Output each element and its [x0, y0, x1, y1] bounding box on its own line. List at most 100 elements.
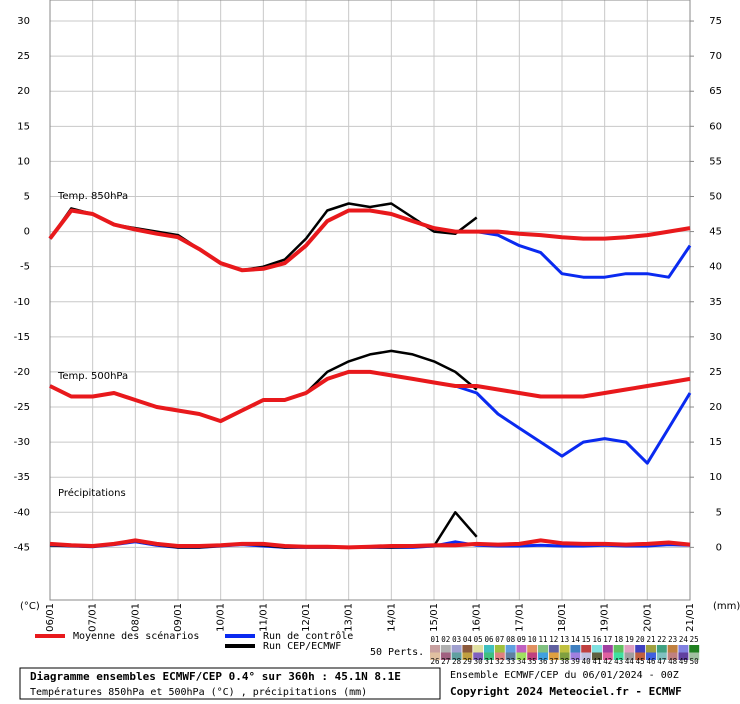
y2-tick-label: 35	[709, 297, 722, 308]
y2-tick-label: 75	[709, 16, 722, 27]
y-tick-label: -35	[14, 472, 30, 483]
perturbation-label: 39	[571, 657, 580, 666]
perturbation-label: 34	[517, 657, 527, 666]
perturbation-swatch	[592, 645, 602, 653]
perturbation-label: 45	[636, 657, 645, 666]
perturbation-swatch	[484, 645, 494, 653]
y-tick-label: -25	[14, 402, 30, 413]
y2-tick-label: 15	[709, 437, 722, 448]
perturbation-label: 15	[582, 635, 591, 644]
perturbation-swatch	[484, 652, 494, 660]
y-tick-label: 30	[17, 16, 30, 27]
y2-tick-label: 20	[709, 402, 722, 413]
series-line	[48, 208, 691, 273]
perturbation-label: 13	[560, 635, 569, 644]
y2-tick-label: 50	[709, 191, 722, 202]
y2-tick-label: 25	[709, 367, 722, 378]
perturbation-label: 07	[495, 635, 504, 644]
y-tick-label: -45	[14, 542, 30, 553]
y2-tick-label: 10	[709, 472, 722, 483]
x-tick-label: 11/01	[258, 603, 269, 632]
perturbation-swatch	[689, 645, 700, 653]
perturbation-label: 08	[506, 635, 516, 644]
x-tick-label: 17/01	[514, 603, 525, 632]
x-tick-label: 09/01	[173, 603, 184, 632]
perturbation-label: 44	[625, 657, 635, 666]
panel-label: Temp. 850hPa	[57, 191, 128, 202]
perturbation-label: 50	[690, 657, 700, 666]
legend-label: Moyenne des scénarios	[73, 630, 199, 642]
y2-tick-label: 60	[709, 121, 722, 132]
y-tick-label: -30	[14, 437, 30, 448]
copyright: Copyright 2024 Meteociel.fr - ECMWF	[450, 685, 682, 698]
perturbation-swatch	[548, 652, 559, 660]
perturbation-swatch	[548, 645, 559, 653]
perturbation-label: 02	[441, 635, 450, 644]
x-tick-label: 16/01	[472, 603, 483, 632]
perturbation-swatch	[516, 645, 527, 653]
perturbation-swatch	[635, 652, 646, 660]
perturbation-swatch	[559, 652, 570, 660]
perturbation-swatch	[538, 645, 548, 653]
plot-frame	[49, 0, 691, 601]
perturbation-label: 33	[506, 657, 515, 666]
y-axis-label: (°C)	[20, 601, 40, 612]
perturbation-swatch	[473, 645, 484, 653]
perturbation-swatch	[678, 645, 689, 653]
perturbation-swatch	[581, 645, 592, 653]
legend-label: Run de contrôle	[263, 630, 353, 642]
run-info: Ensemble ECMWF/CEP du 06/01/2024 - 00Z	[450, 670, 679, 681]
perturbation-swatch	[624, 652, 635, 660]
x-tick-label: 07/01	[88, 603, 99, 632]
perturbation-label: 47	[657, 657, 666, 666]
perturbation-swatch	[635, 645, 646, 653]
y-tick-label: 10	[17, 156, 30, 167]
perturbation-swatch	[602, 645, 613, 653]
y-tick-label: -5	[20, 262, 30, 273]
perturbation-label: 19	[625, 635, 634, 644]
y-tick-label: -15	[14, 332, 30, 343]
perturbation-label: 43	[614, 657, 623, 666]
perturbation-swatch	[473, 652, 484, 660]
series-line	[49, 369, 691, 424]
perturbation-swatch	[505, 652, 516, 660]
x-tick-label: 14/01	[386, 603, 397, 632]
perturbation-swatch	[538, 652, 548, 660]
panel-label: Temp. 500hPa	[57, 371, 128, 382]
perturbation-swatch	[559, 645, 570, 653]
perturbation-swatch	[451, 652, 462, 660]
perturbation-label: 42	[603, 657, 612, 666]
perturbation-swatch	[462, 652, 473, 660]
legend-label: Run CEP/ECMWF	[263, 641, 341, 652]
perturbation-label: 17	[603, 635, 612, 644]
perturbation-swatch	[646, 652, 656, 660]
perturbation-swatch	[430, 645, 440, 653]
perturbation-label: 41	[592, 657, 601, 666]
perturbation-label: 37	[549, 657, 558, 666]
perturbation-swatch	[689, 652, 700, 660]
perturbation-swatch	[440, 645, 451, 653]
perturbation-label: 31	[484, 657, 493, 666]
perturbation-label: 35	[528, 657, 537, 666]
perturbation-label: 24	[679, 635, 689, 644]
perturbation-label: 16	[592, 635, 602, 644]
x-tick-label: 20/01	[642, 603, 653, 632]
x-tick-label: 15/01	[429, 603, 440, 632]
perturbation-label: 48	[668, 657, 678, 666]
perturbation-swatch	[505, 645, 516, 653]
x-tick-label: 13/01	[344, 603, 355, 632]
perturbation-swatch	[430, 652, 440, 660]
perturbation-swatch	[667, 652, 678, 660]
perturbation-label: 26	[430, 657, 440, 666]
y2-tick-label: 45	[709, 227, 722, 238]
perturbation-swatch	[570, 652, 581, 660]
perturbation-label: 04	[463, 635, 473, 644]
x-tick-label: 21/01	[685, 603, 696, 632]
perturbation-label: 23	[668, 635, 677, 644]
y2-tick-label: 0	[716, 542, 722, 553]
perturbation-label: 30	[474, 657, 484, 666]
perturbation-swatch	[613, 645, 624, 653]
perturbation-swatch	[613, 652, 624, 660]
perturbation-label: 01	[430, 635, 439, 644]
